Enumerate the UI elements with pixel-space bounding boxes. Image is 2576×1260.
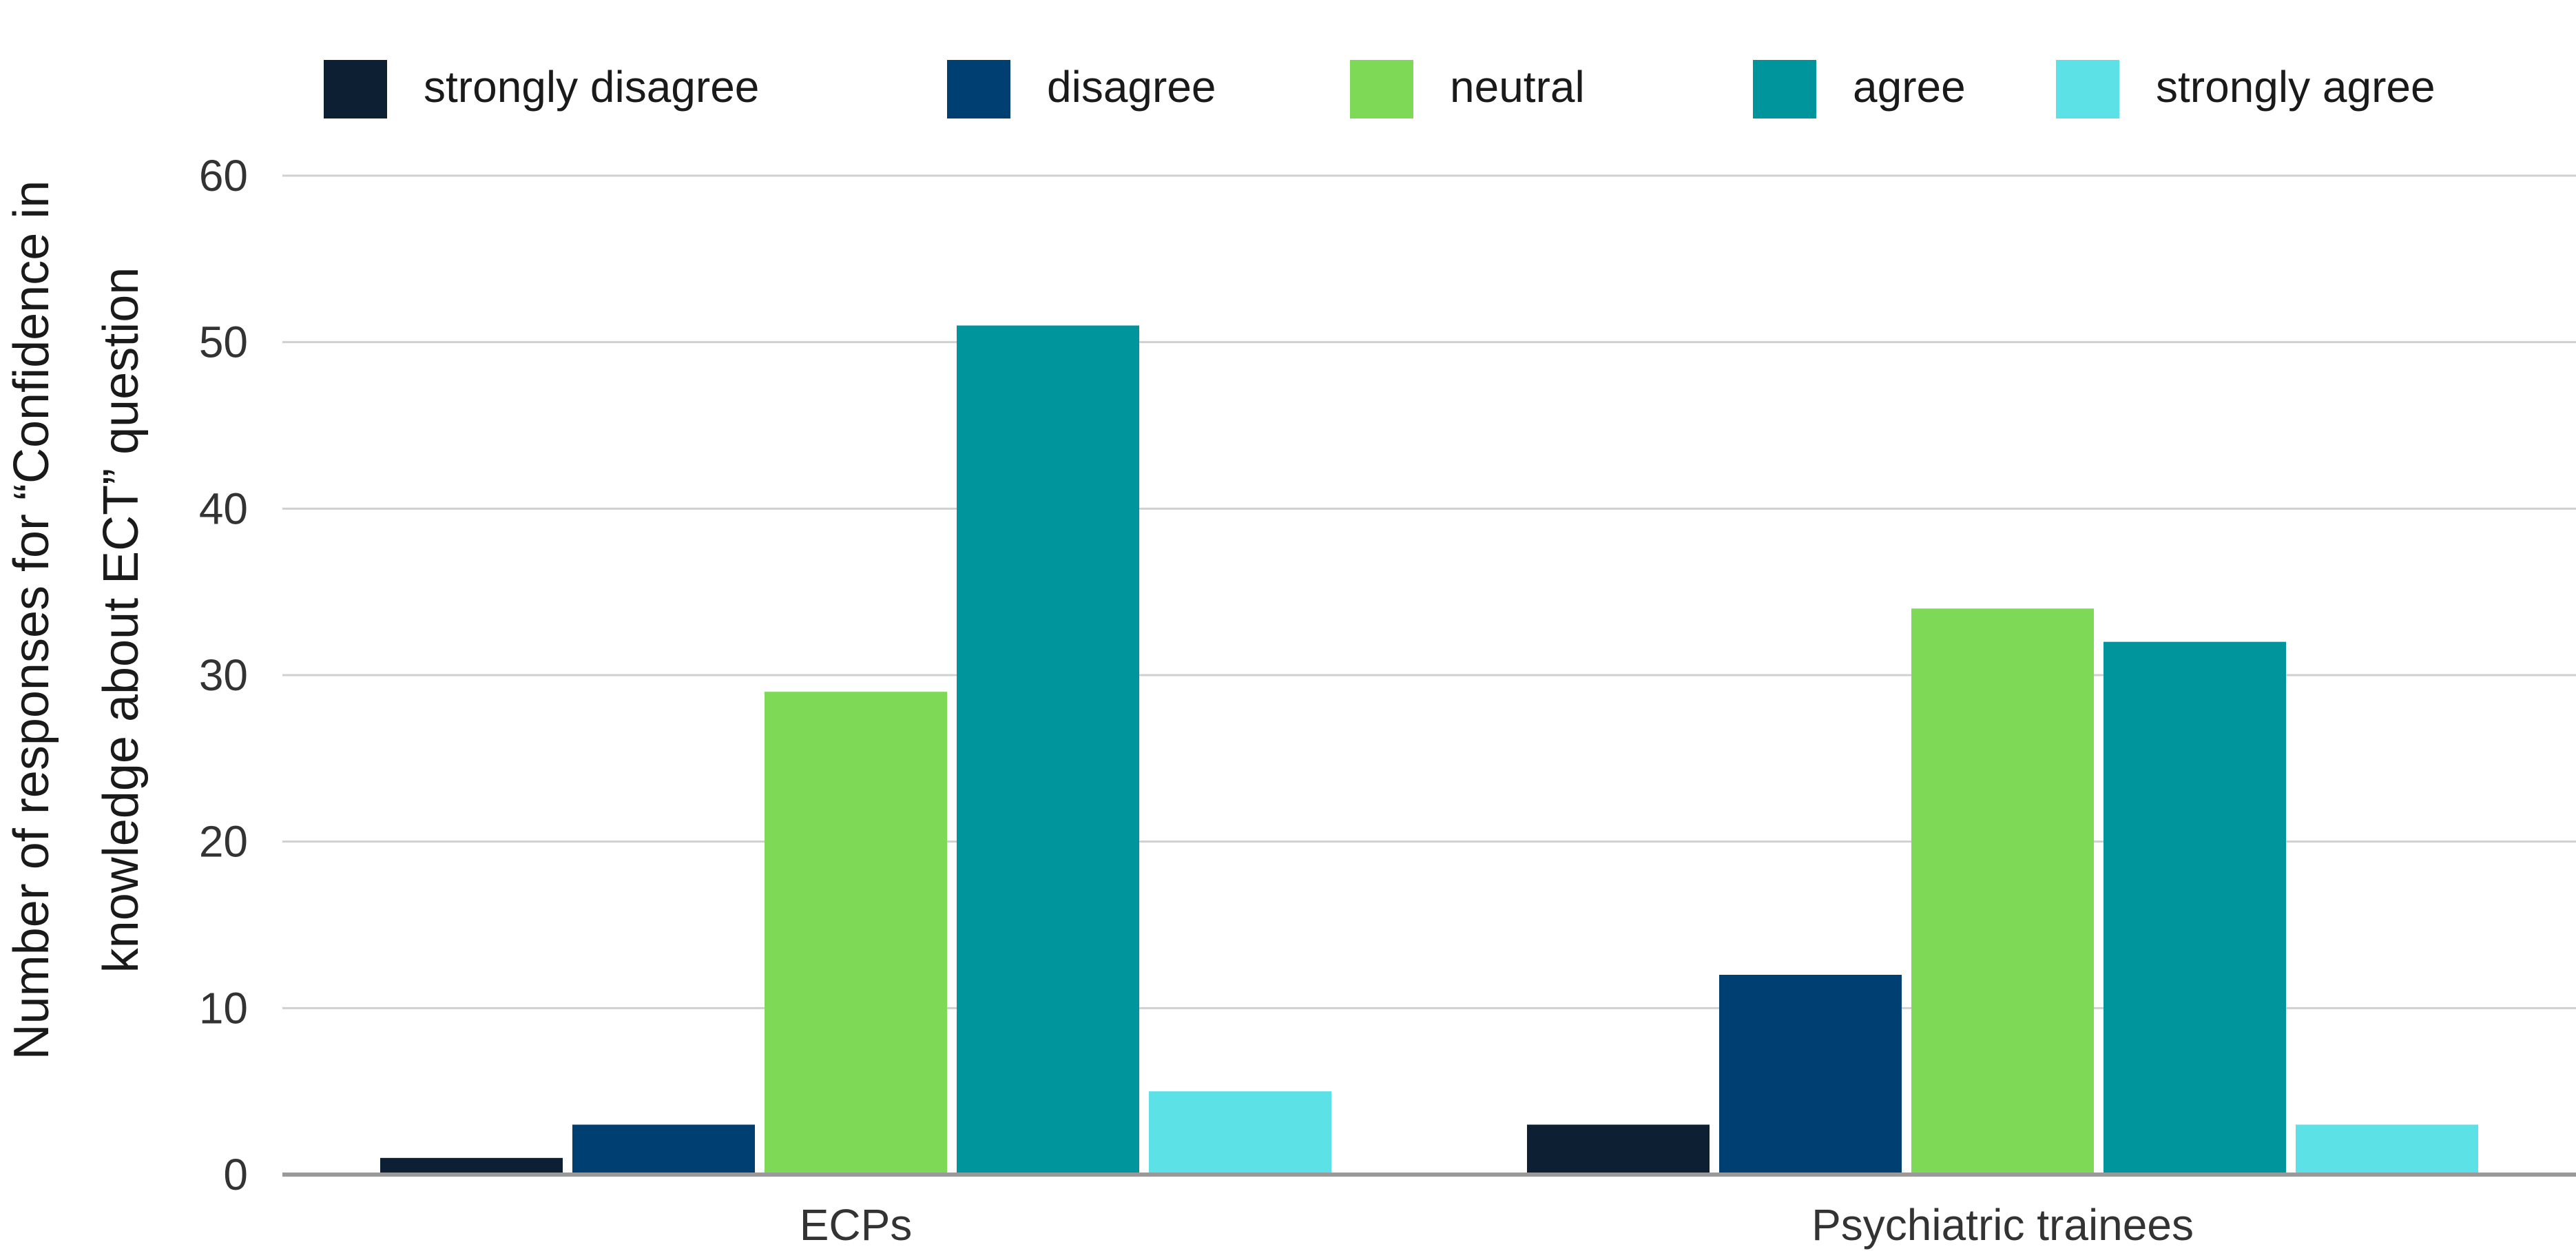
- y-tick-label: 30: [199, 650, 248, 700]
- legend-swatch-neutral: [1350, 60, 1413, 118]
- x-axis-ticks: ECPs Psychiatric trainees: [800, 1200, 2194, 1250]
- y-tick-label: 0: [223, 1150, 248, 1199]
- y-tick-label: 10: [199, 983, 248, 1033]
- y-tick-label: 50: [199, 318, 248, 367]
- bar-neutral-psychiatric-trainees: [1911, 608, 2094, 1175]
- legend-swatch-strongly-disagree: [324, 60, 387, 118]
- bar-disagree-psychiatric-trainees: [1719, 975, 1902, 1175]
- legend-label-strongly-disagree: strongly disagree: [424, 62, 759, 112]
- legend-label-disagree: disagree: [1047, 62, 1216, 112]
- legend-swatch-disagree: [947, 60, 1010, 118]
- bar-agree-ecps: [957, 325, 1139, 1175]
- bars: [380, 325, 2478, 1175]
- legend-swatch-agree: [1753, 60, 1816, 118]
- y-axis-title-line-2: knowledge about ECT” question: [94, 267, 149, 973]
- bar-strongly-disagree-psychiatric-trainees: [1527, 1124, 1710, 1175]
- y-tick-label: 60: [199, 151, 248, 200]
- bar-neutral-ecps: [765, 692, 947, 1175]
- x-tick-label: Psychiatric trainees: [1811, 1200, 2194, 1250]
- y-axis-title-line-1: Number of responses for “Confidence in: [4, 180, 59, 1060]
- legend-label-agree: agree: [1853, 62, 1966, 112]
- bar-agree-psychiatric-trainees: [2104, 641, 2286, 1175]
- bar-strongly-agree-ecps: [1149, 1091, 1331, 1175]
- y-axis-title: Number of responses for “Confidence in kn…: [4, 180, 149, 1060]
- y-axis-ticks: 0 10 20 30 40 50 60: [199, 151, 248, 1199]
- x-tick-label: ECPs: [800, 1200, 913, 1250]
- legend-label-strongly-agree: strongly agree: [2156, 62, 2435, 112]
- y-tick-label: 20: [199, 817, 248, 867]
- y-tick-label: 40: [199, 484, 248, 533]
- legend-swatch-strongly-agree: [2056, 60, 2119, 118]
- legend: strongly disagree disagree neutral agree str…: [324, 60, 2435, 118]
- bar-disagree-ecps: [572, 1124, 755, 1175]
- bar-strongly-disagree-ecps: [380, 1157, 563, 1175]
- legend-label-neutral: neutral: [1450, 62, 1585, 112]
- bar-strongly-agree-psychiatric-trainees: [2296, 1124, 2478, 1175]
